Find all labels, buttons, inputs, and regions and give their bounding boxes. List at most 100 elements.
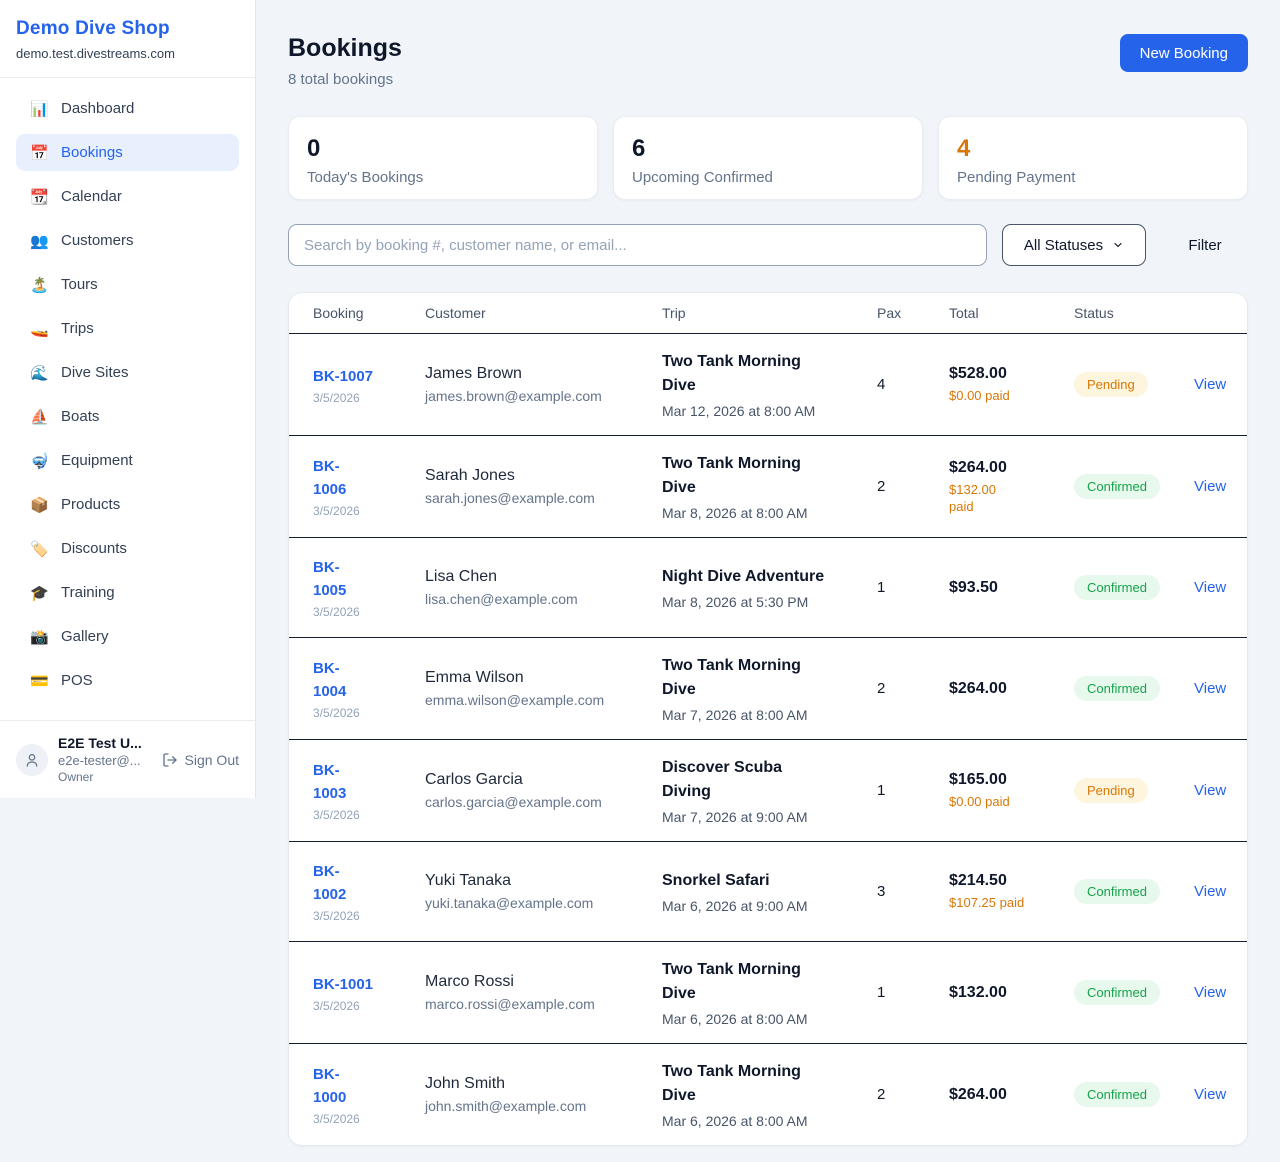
- trip-cell: Two Tank Morning Dive Mar 6, 2026 at 8:00…: [662, 958, 877, 1027]
- sidebar-item-customers[interactable]: 👥 Customers: [16, 222, 239, 259]
- sidebar: Demo Dive Shop demo.test.divestreams.com…: [0, 0, 256, 798]
- view-link[interactable]: View: [1194, 781, 1227, 799]
- sign-out-button[interactable]: Sign Out: [162, 752, 239, 768]
- status-cell: Confirmed: [1074, 575, 1194, 600]
- trip-datetime: Mar 7, 2026 at 8:00 AM: [662, 707, 808, 723]
- booking-link[interactable]: BK- 1006: [313, 458, 347, 498]
- status-badge: Confirmed: [1074, 980, 1160, 1005]
- sidebar-item-boats[interactable]: ⛵ Boats: [16, 398, 239, 435]
- pos-icon: 💳: [30, 672, 49, 690]
- table-row: BK-1007 3/5/2026 James Brown james.brown@ex…: [289, 334, 1247, 436]
- column-header-customer: Customer: [425, 305, 486, 321]
- total-cell: $93.50: [949, 579, 1074, 597]
- customer-cell: Sarah Jones sarah.jones@example.com: [425, 467, 662, 506]
- customer-cell: James Brown james.brown@example.com: [425, 365, 662, 404]
- view-link[interactable]: View: [1194, 477, 1227, 495]
- sidebar-item-dashboard[interactable]: 📊 Dashboard: [16, 90, 239, 127]
- status-cell: Confirmed: [1074, 676, 1194, 701]
- sign-out-icon: [162, 752, 177, 767]
- paid-amount: $0.00 paid: [949, 794, 1010, 809]
- trip-datetime: Mar 6, 2026 at 8:00 AM: [662, 1011, 808, 1027]
- booking-cell: BK- 1003 3/5/2026: [313, 759, 425, 822]
- dive-sites-icon: 🌊: [30, 364, 49, 382]
- booking-cell: BK-1001 3/5/2026: [313, 973, 425, 1013]
- booking-link[interactable]: BK- 1005: [313, 559, 347, 599]
- column-header-pax: Pax: [877, 305, 902, 321]
- table-row: BK-1001 3/5/2026 Marco Rossi marco.rossi@ex…: [289, 942, 1247, 1044]
- booking-link[interactable]: BK- 1004: [313, 660, 347, 700]
- filter-button[interactable]: Filter: [1162, 237, 1248, 254]
- customer-name: Sarah Jones: [425, 467, 515, 484]
- view-cell: View: [1194, 478, 1226, 496]
- customer-cell: John Smith john.smith@example.com: [425, 1075, 662, 1114]
- customer-email: yuki.tanaka@example.com: [425, 895, 594, 911]
- new-booking-button[interactable]: New Booking: [1119, 34, 1248, 72]
- booking-date: 3/5/2026: [313, 808, 360, 822]
- sidebar-item-calendar[interactable]: 📆 Calendar: [16, 178, 239, 215]
- status-cell: Pending: [1074, 778, 1194, 803]
- user-email: e2e-tester@...: [58, 753, 141, 768]
- view-link[interactable]: View: [1194, 983, 1227, 1001]
- booking-link[interactable]: BK- 1003: [313, 762, 347, 802]
- trip-name: Two Tank Morning Dive: [662, 1063, 801, 1104]
- sidebar-item-gallery[interactable]: 📸 Gallery: [16, 618, 239, 655]
- sidebar-item-training[interactable]: 🎓 Training: [16, 574, 239, 611]
- status-cell: Pending: [1074, 372, 1194, 397]
- view-link[interactable]: View: [1194, 679, 1227, 697]
- equipment-icon: 🤿: [30, 452, 49, 470]
- table-header-row: Booking Customer Trip Pax Total Status: [289, 293, 1247, 334]
- view-link[interactable]: View: [1194, 375, 1227, 393]
- total-amount: $528.00: [949, 365, 1007, 382]
- booking-date: 3/5/2026: [313, 909, 360, 923]
- stats-cards: 0 Today's Bookings 6 Upcoming Confirmed 4 Pen…: [288, 116, 1248, 200]
- total-amount: $214.50: [949, 872, 1007, 889]
- user-role: Owner: [58, 770, 94, 784]
- trip-cell: Snorkel Safari Mar 6, 2026 at 9:00 AM: [662, 869, 877, 914]
- customer-cell: Marco Rossi marco.rossi@example.com: [425, 973, 662, 1012]
- total-amount: $165.00: [949, 771, 1007, 788]
- sidebar-footer: E2E Test U... e2e-tester@... Owner Sign …: [0, 720, 255, 798]
- trip-name: Two Tank Morning Dive: [662, 353, 801, 394]
- status-badge: Pending: [1074, 372, 1148, 397]
- booking-link[interactable]: BK- 1000: [313, 1066, 347, 1106]
- booking-link[interactable]: BK-1001: [313, 975, 374, 993]
- view-cell: View: [1194, 680, 1226, 698]
- pax-count: 3: [877, 883, 886, 900]
- trip-name: Two Tank Morning Dive: [662, 657, 801, 698]
- bookings-icon: 📅: [30, 144, 49, 162]
- status-select[interactable]: All Statuses: [1002, 224, 1146, 266]
- column-header-booking: Booking: [313, 305, 364, 321]
- view-link[interactable]: View: [1194, 578, 1227, 596]
- sidebar-item-tours[interactable]: 🏝️ Tours: [16, 266, 239, 303]
- status-badge: Confirmed: [1074, 676, 1160, 701]
- view-cell: View: [1194, 376, 1226, 394]
- sidebar-item-bookings[interactable]: 📅 Bookings: [16, 134, 239, 171]
- sidebar-item-products[interactable]: 📦 Products: [16, 486, 239, 523]
- view-link[interactable]: View: [1194, 882, 1227, 900]
- sidebar-item-trips[interactable]: 🚤 Trips: [16, 310, 239, 347]
- sidebar-item-equipment[interactable]: 🤿 Equipment: [16, 442, 239, 479]
- customer-name: James Brown: [425, 365, 522, 382]
- sidebar-item-label: Boats: [61, 408, 100, 425]
- sidebar-item-pos[interactable]: 💳 POS: [16, 662, 239, 699]
- status-cell: Confirmed: [1074, 879, 1194, 904]
- stat-card-pending-payment: 4 Pending Payment: [938, 116, 1248, 200]
- booking-link[interactable]: BK- 1002: [313, 863, 347, 903]
- sidebar-item-dive-sites[interactable]: 🌊 Dive Sites: [16, 354, 239, 391]
- customer-name: Carlos Garcia: [425, 771, 523, 788]
- sidebar-item-label: Tours: [61, 276, 98, 293]
- view-cell: View: [1194, 984, 1226, 1002]
- user-icon: [26, 753, 38, 767]
- table-row: BK- 1003 3/5/2026 Carlos Garcia carlos.garc…: [289, 740, 1247, 842]
- booking-link[interactable]: BK-1007: [313, 367, 374, 385]
- status-badge: Confirmed: [1074, 474, 1160, 499]
- trip-name: Snorkel Safari: [662, 872, 770, 889]
- booking-date: 3/5/2026: [313, 605, 360, 619]
- sidebar-item-label: POS: [61, 672, 93, 689]
- sidebar-item-discounts[interactable]: 🏷️ Discounts: [16, 530, 239, 567]
- view-link[interactable]: View: [1194, 1085, 1227, 1103]
- search-input[interactable]: [288, 224, 987, 266]
- products-icon: 📦: [30, 496, 49, 514]
- customer-email: sarah.jones@example.com: [425, 490, 595, 506]
- customer-email: lisa.chen@example.com: [425, 591, 578, 607]
